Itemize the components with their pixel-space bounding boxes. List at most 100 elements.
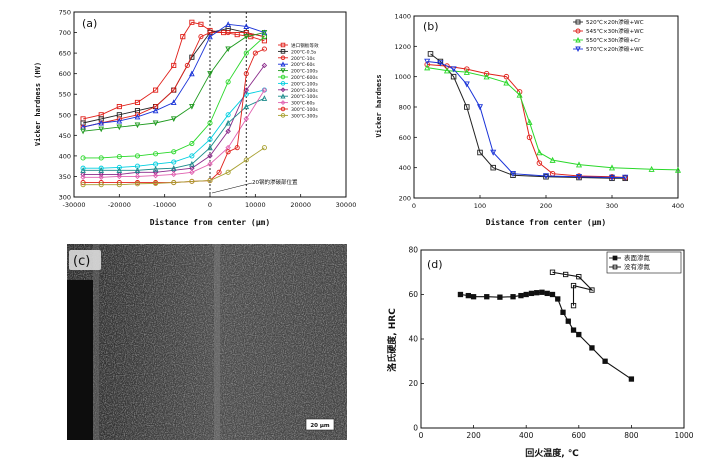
panel-b-y-tick-label: 800 <box>399 104 411 112</box>
panel-a-data-point <box>189 19 195 25</box>
panel-b-y-tick-label: 1400 <box>394 13 411 21</box>
panel-b-xlabel: Distance from center (μm) <box>486 217 606 227</box>
panel-b-data-point <box>674 166 682 173</box>
panel-b-data-point <box>510 172 516 178</box>
panel-b-data-point <box>526 118 533 125</box>
panel-a-legend-label: 200℃-100s <box>291 94 318 100</box>
panel-a-legend-label: 200℃-100s <box>291 81 318 87</box>
panel-b-ylabel: Vicker hardness <box>375 74 383 137</box>
panel-a-x-tick-label: 10000 <box>245 201 266 209</box>
panel-d-data-point <box>523 291 529 298</box>
panel-d-legend-label: 表面渗氮 <box>624 253 651 262</box>
panel-a-data-point <box>243 87 250 93</box>
panel-a-data-point <box>116 104 122 110</box>
panel-a-series-line-11 <box>83 147 265 186</box>
panel-a-data-point <box>98 171 104 178</box>
panel-a-y-tick-label: 500 <box>59 111 71 119</box>
panel-a-data-point <box>207 144 213 151</box>
panel-b-data-point <box>542 173 550 180</box>
panel-a-data-point <box>243 103 250 110</box>
micrograph-label-box <box>69 250 101 270</box>
panel-a-legend-marker <box>280 49 286 54</box>
micrograph-mount-edge <box>67 280 93 440</box>
panel-b-y-tick-label: 400 <box>399 164 411 172</box>
panel-a-y-tick-label: 650 <box>59 50 71 58</box>
panel-a-y-tick-label: 450 <box>59 132 71 140</box>
panel-a-data-point <box>98 119 105 126</box>
panel-a-data-point <box>189 169 195 176</box>
panel-b-y-tick-label: 600 <box>399 134 411 142</box>
panel-a-data-point <box>225 46 231 53</box>
panel-b-data-point <box>483 73 490 80</box>
panel-a-legend: 进口钢板等效200℃-0.5s200℃-10s200℃-60s200℃-100s… <box>278 42 319 119</box>
panel-a-x-tick-label: -30000 <box>62 201 85 209</box>
panel-a-series-line-5 <box>83 36 265 159</box>
panel-a-data-point <box>261 46 267 52</box>
panel-a-x-tick-label: -10000 <box>153 201 176 209</box>
panel-a-data-point <box>170 116 177 122</box>
panel-a-series-line-2 <box>83 32 265 128</box>
panel-a-legend-marker <box>280 100 286 106</box>
panel-d-data-point <box>589 287 595 293</box>
panel-b-hardness-chart: 0 100 200 300 400 200 400 600 800 1000 1200 1400 52… <box>375 13 684 228</box>
panel-d-data-point <box>563 271 569 278</box>
panel-b-data-point <box>483 70 490 77</box>
panel-a-x-tick-label: 20000 <box>290 201 311 209</box>
panel-d-data-point <box>528 290 535 297</box>
panel-a-data-point <box>189 178 195 184</box>
panel-a-data-point <box>184 62 190 68</box>
panel-b-label: (b) <box>423 20 439 33</box>
panel-a-legend-label: 200℃-0.5s <box>291 49 317 55</box>
micrograph-diffusion-front <box>214 244 220 440</box>
panel-a-y-tick-label: 700 <box>59 29 71 37</box>
panel-b-data-point <box>463 81 470 88</box>
panel-a-data-point <box>198 34 204 40</box>
panel-d-legend-label: 没有渗氮 <box>624 262 651 271</box>
panel-b-legend-marker <box>575 28 581 34</box>
panel-b-data-point <box>608 174 616 181</box>
panel-a-data-point <box>207 178 213 184</box>
panel-b-data-point <box>608 164 616 171</box>
panel-b-data-point <box>509 170 517 178</box>
panel-a-xlabel: Distance from center (μm) <box>150 217 270 227</box>
panel-b-data-point <box>427 51 434 57</box>
panel-b-data-point <box>490 149 497 156</box>
scale-bar-label: 20 μm <box>310 423 330 429</box>
panel-a-data-point <box>171 159 177 165</box>
panel-a-y-tick-label: 600 <box>59 70 71 78</box>
panel-a-data-point <box>171 180 177 186</box>
panel-d-y-tick-label: 20 <box>408 379 418 388</box>
panel-b-legend-label: 550℃×30h渗碳+Cr <box>586 36 641 44</box>
panel-b-data-point <box>575 161 583 168</box>
panel-d-data-point <box>549 291 556 298</box>
panel-d-data-point <box>484 294 490 300</box>
panel-b-data-point <box>549 156 556 163</box>
panel-a-data-point <box>225 119 231 126</box>
panel-b-data-point <box>516 89 523 95</box>
panel-b-y-tick-label: 1000 <box>394 73 411 81</box>
panel-a-label: (a) <box>82 17 97 30</box>
panel-a-x-tick-label: -20000 <box>108 201 131 209</box>
panel-a-x-tick-label: 30000 <box>336 201 357 209</box>
panel-b-y-tick-label: 1200 <box>394 43 411 51</box>
panel-a-series-line-7 <box>83 65 265 175</box>
panel-b-data-point <box>424 58 431 65</box>
panel-b-data-point <box>575 174 583 181</box>
micrograph-surface-layer <box>93 244 99 440</box>
panel-d-data-point <box>534 290 540 296</box>
panel-b-series-line-2 <box>427 67 679 171</box>
panel-d-data-point <box>570 282 577 289</box>
panel-b-data-point <box>536 160 543 166</box>
panel-a-data-point <box>261 62 268 69</box>
panel-a-data-point <box>116 124 123 131</box>
panel-a-data-point <box>180 34 186 40</box>
panel-b-data-point <box>490 164 496 171</box>
panel-b-data-point <box>477 149 483 156</box>
panel-a-legend-label: 200℃-60s <box>291 62 315 68</box>
panel-a-data-point <box>116 154 122 160</box>
micrograph-grain-texture <box>67 244 347 440</box>
panel-a-legend-label: 300℃-60s <box>291 101 315 107</box>
panel-a-data-point <box>80 167 86 173</box>
panel-a-data-point <box>116 182 122 188</box>
